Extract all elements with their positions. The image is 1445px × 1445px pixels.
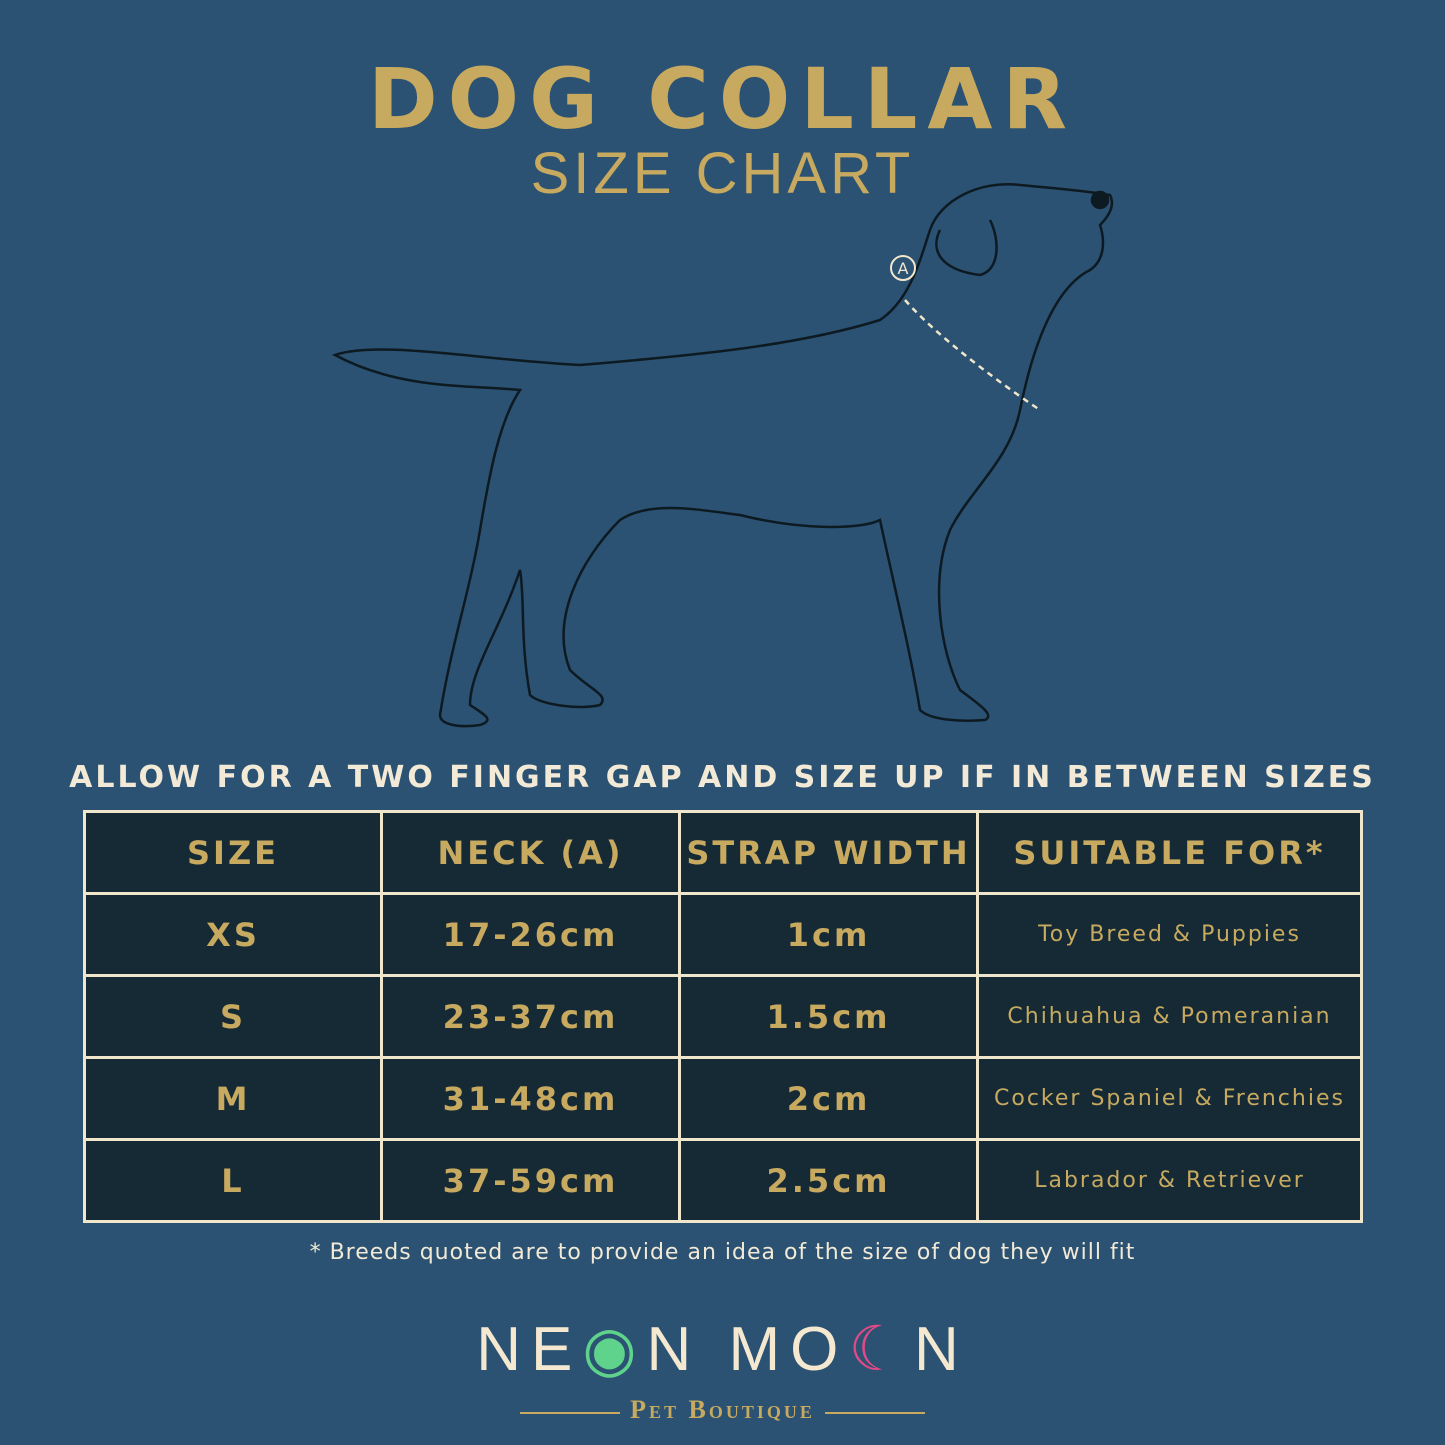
- divider: [520, 1412, 620, 1414]
- cell-size: L: [83, 1138, 383, 1223]
- cell-breeds: Labrador & Retriever: [976, 1138, 1363, 1223]
- cell-size: XS: [83, 892, 383, 977]
- page-title: DOG COLLAR: [367, 50, 1078, 148]
- cell-breeds: Cocker Spaniel & Frenchies: [976, 1056, 1363, 1141]
- cell-strap: 1cm: [678, 892, 979, 977]
- sizing-note: ALLOW FOR A TWO FINGER GAP AND SIZE UP I…: [69, 760, 1376, 795]
- neck-marker: A: [898, 259, 909, 278]
- cell-strap: 2cm: [678, 1056, 979, 1141]
- footnote: * Breeds quoted are to provide an idea o…: [309, 1240, 1136, 1265]
- brand-tagline: Pet Boutique: [630, 1395, 815, 1424]
- cell-breeds: Chihuahua & Pomeranian: [976, 974, 1363, 1059]
- table-row: S 23-37cm 1.5cm Chihuahua & Pomeranian: [83, 974, 1363, 1059]
- cell-neck: 31-48cm: [380, 1056, 681, 1141]
- cell-strap: 2.5cm: [678, 1138, 979, 1223]
- header-suitable-for: SUITABLE FOR*: [976, 810, 1363, 895]
- dog-face-icon: ◉: [582, 1315, 647, 1384]
- cell-neck: 23-37cm: [380, 974, 681, 1059]
- cell-size: M: [83, 1056, 383, 1141]
- table-header-row: SIZE NECK (A) STRAP WIDTH SUITABLE FOR*: [83, 810, 1363, 895]
- dog-illustration: A: [331, 182, 1114, 728]
- brand-logo: NE◉N MO☾N: [0, 1312, 1445, 1385]
- table-row: XS 17-26cm 1cm Toy Breed & Puppies: [83, 892, 1363, 977]
- cell-neck: 37-59cm: [380, 1138, 681, 1223]
- logo-text: N: [913, 1315, 969, 1384]
- logo-text: NE: [476, 1315, 583, 1384]
- table-row: M 31-48cm 2cm Cocker Spaniel & Frenchies: [83, 1056, 1363, 1141]
- cell-size: S: [83, 974, 383, 1059]
- cell-strap: 1.5cm: [678, 974, 979, 1059]
- logo-text: N: [646, 1315, 702, 1384]
- size-table: SIZE NECK (A) STRAP WIDTH SUITABLE FOR* …: [83, 810, 1363, 1223]
- divider: [825, 1412, 925, 1414]
- page-subtitle: SIZE CHART: [530, 141, 915, 206]
- table-row: L 37-59cm 2.5cm Labrador & Retriever: [83, 1138, 1363, 1223]
- moon-icon: ☾: [848, 1315, 914, 1384]
- cell-neck: 17-26cm: [380, 892, 681, 977]
- header-neck: NECK (A): [380, 810, 681, 895]
- header-size: SIZE: [83, 810, 383, 895]
- header-strap-width: STRAP WIDTH: [678, 810, 979, 895]
- cell-breeds: Toy Breed & Puppies: [976, 892, 1363, 977]
- logo-text: MO: [728, 1315, 849, 1384]
